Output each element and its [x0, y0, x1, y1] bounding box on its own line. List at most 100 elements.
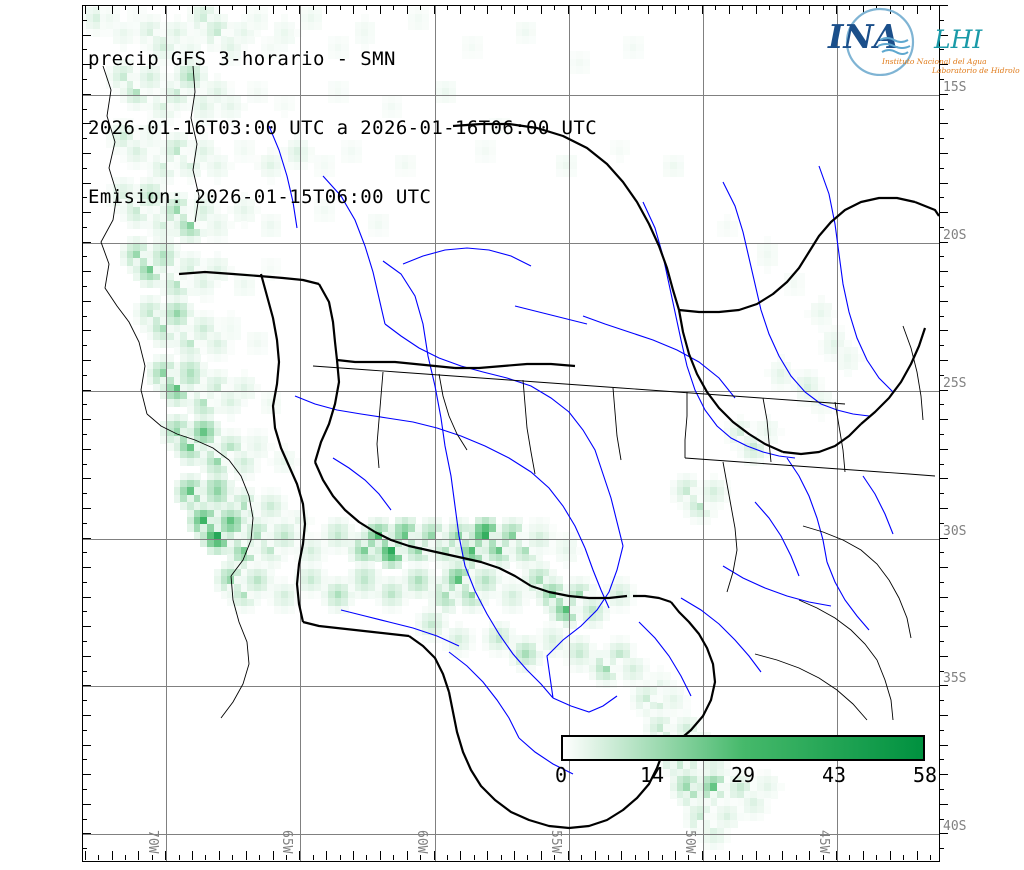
precip-cell — [173, 398, 181, 407]
precip-cell — [596, 591, 604, 600]
precip-cell — [683, 709, 691, 718]
precip-cell — [508, 539, 517, 548]
precip-cell — [254, 583, 262, 592]
precip-cell — [267, 576, 275, 585]
precip-cell — [703, 517, 711, 526]
precip-cell — [173, 221, 181, 230]
precip-cell — [180, 250, 188, 259]
precip-cell — [173, 280, 181, 289]
y-tick-right — [939, 286, 944, 288]
y-tick-right — [939, 759, 944, 761]
precip-cell — [341, 598, 349, 607]
precip-cell — [180, 28, 188, 37]
precip-cell — [180, 369, 188, 378]
precip-cell — [582, 58, 591, 67]
precip-cell — [508, 517, 517, 526]
precip-cell — [797, 398, 805, 407]
x-tick — [473, 855, 475, 860]
precip-cell — [233, 317, 242, 326]
precip-cell — [381, 539, 389, 548]
precip-cell — [213, 406, 222, 415]
precip-cell — [213, 568, 222, 577]
precip-cell — [233, 58, 242, 67]
precip-cell — [207, 317, 215, 326]
precip-cell — [448, 524, 456, 533]
precip-cell — [193, 398, 201, 407]
precip-cell — [488, 147, 497, 156]
precip-cell — [830, 332, 839, 341]
precip-cell — [287, 457, 295, 466]
precip-cell — [280, 494, 289, 503]
precip-cell — [213, 221, 222, 230]
precip-cell — [569, 65, 577, 74]
precip-cell — [562, 154, 570, 163]
precip-cell — [488, 125, 497, 134]
precip-cell — [146, 369, 155, 378]
precip-cell — [401, 554, 409, 563]
precip-cell — [160, 176, 168, 185]
precip-cell — [220, 576, 228, 585]
precip-cell — [515, 546, 523, 555]
precip-cell — [669, 701, 678, 710]
precip-cell — [488, 531, 497, 540]
precip-cell — [119, 132, 128, 141]
precip-cell — [629, 43, 638, 52]
precip-cell — [227, 58, 235, 67]
x-tick — [567, 851, 569, 860]
precip-cell — [287, 583, 295, 592]
precip-cell — [193, 332, 201, 341]
precip-cell — [482, 591, 490, 600]
precip-cell — [669, 480, 678, 489]
precip-cell — [381, 221, 389, 230]
precip-cell — [173, 73, 181, 82]
precip-cell — [146, 243, 155, 252]
precip-cell — [307, 21, 316, 30]
precip-cell — [394, 169, 403, 178]
precip-cell — [207, 398, 215, 407]
precip-cell — [133, 65, 141, 74]
precip-cell — [186, 154, 195, 163]
precip-cell — [582, 613, 591, 622]
precip-cell — [394, 531, 403, 540]
precip-cell — [240, 517, 248, 526]
precip-cell — [173, 21, 181, 30]
precip-cell — [207, 95, 215, 104]
precip-cell — [354, 539, 362, 548]
precip-cell — [448, 568, 456, 577]
precip-cell — [213, 494, 222, 503]
precip-cell — [233, 376, 242, 385]
precip-cell — [146, 139, 155, 148]
x-tick — [272, 851, 274, 860]
precip-cell — [227, 391, 235, 400]
precip-cell — [260, 494, 269, 503]
precip-cell — [515, 524, 523, 533]
precip-cell — [227, 443, 235, 452]
precip-cell — [723, 783, 731, 792]
precip-cell — [374, 591, 383, 600]
precip-cell — [824, 309, 832, 318]
precip-cell — [240, 443, 248, 452]
precip-cell — [703, 768, 711, 777]
precip-cell — [119, 243, 128, 252]
precip-cell — [475, 576, 483, 585]
precip-cell — [555, 650, 564, 659]
precip-cell — [629, 672, 638, 681]
precip-cell — [710, 790, 718, 799]
precip-cell — [119, 95, 128, 104]
precip-cell — [784, 273, 792, 281]
precip-cell — [186, 80, 195, 89]
precip-cell — [233, 21, 242, 30]
precip-cell — [334, 524, 342, 533]
y-tick-left — [82, 700, 87, 702]
precip-cell — [193, 324, 201, 333]
precip-cell — [327, 213, 336, 222]
y-tick-right — [939, 596, 948, 598]
precip-cell — [462, 642, 470, 651]
precip-cell — [294, 139, 302, 148]
precip-cell — [173, 391, 181, 400]
precip-cell — [623, 665, 631, 673]
precip-cell — [301, 576, 309, 585]
precip-cell — [616, 576, 624, 585]
precip-cell — [287, 591, 295, 600]
precip-cell — [193, 6, 201, 15]
